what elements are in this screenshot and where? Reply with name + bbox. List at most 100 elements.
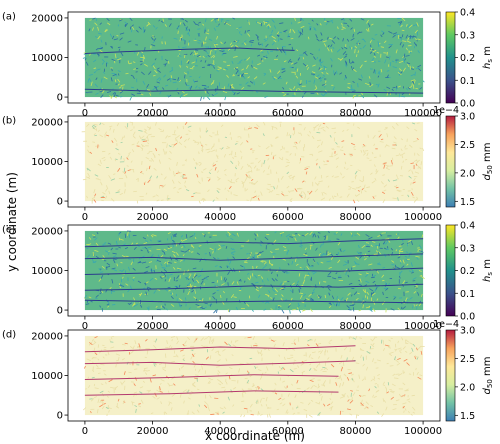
mesh-mark [317,350,321,353]
mesh-mark [142,287,146,290]
mesh-mark [233,66,239,70]
mesh-mark [258,253,262,256]
mesh-mark [371,57,375,62]
mesh-mark [279,402,283,405]
mesh-mark [314,182,319,186]
mesh-mark [164,411,168,415]
mesh-mark [188,130,191,133]
mesh-mark [247,76,250,79]
mesh-mark [263,261,267,265]
mesh-mark [243,76,246,79]
mesh-mark [106,303,110,306]
mesh-mark [205,55,208,58]
mesh-mark [121,358,125,361]
mesh-mark [319,63,323,67]
mesh-mark [398,71,403,75]
mesh-mark [391,60,395,63]
mesh-mark [147,246,152,249]
mesh-mark [127,231,129,236]
mesh-mark [353,28,356,32]
mesh-mark [115,364,117,368]
mesh-mark [313,368,318,372]
mesh-mark [297,337,300,342]
mesh-mark [346,377,350,381]
mesh-mark [171,393,176,397]
mesh-mark [320,368,324,371]
mesh-mark [317,411,321,416]
mesh-mark [335,272,338,275]
mesh-mark [93,347,96,352]
mesh-mark [267,50,269,55]
mesh-mark [285,51,287,56]
mesh-mark [419,147,422,150]
mesh-mark [201,233,206,236]
mesh-mark [173,355,178,358]
mesh-mark [121,276,124,279]
mesh-mark [343,346,348,351]
mesh-mark [255,388,258,393]
mesh-mark [160,199,164,201]
mesh-mark [314,76,319,79]
mesh-mark [335,382,338,386]
mesh-mark [198,151,200,155]
mesh-mark [341,146,344,149]
mesh-mark [152,374,157,377]
mesh-mark [164,279,167,282]
mesh-mark [320,350,323,355]
mesh-mark [263,38,268,41]
mesh-mark [202,23,205,26]
mesh-mark [323,367,328,371]
mesh-mark [362,179,365,183]
mesh-mark [340,172,342,176]
mesh-mark [110,290,113,295]
mesh-mark [142,380,146,383]
mesh-mark [384,59,387,64]
mesh-mark [96,53,100,56]
mesh-mark [279,22,284,24]
mesh-mark [184,145,187,148]
mesh-mark [118,231,122,234]
mesh-mark [188,28,191,32]
mesh-mark [143,270,149,274]
mesh-mark [376,411,380,414]
mesh-mark [191,61,196,64]
mesh-mark [186,276,189,281]
mesh-mark [347,309,352,311]
mesh-mark [327,44,330,48]
mesh-mark [412,66,415,69]
mesh-mark [341,28,344,30]
mesh-mark [358,273,362,276]
mesh-mark [331,295,335,300]
mesh-mark [400,306,403,310]
mesh-mark [320,38,323,42]
mesh-mark [206,91,209,94]
mesh-mark [293,368,297,370]
mesh-mark [312,288,316,292]
mesh-mark [254,274,258,279]
mesh-mark [295,75,299,79]
mesh-mark [135,242,139,245]
mesh-mark [298,35,301,38]
mesh-mark [245,188,249,191]
mesh-mark [209,51,212,55]
mesh-mark [289,368,294,373]
mesh-mark [278,157,283,161]
mesh-mark [409,34,412,40]
mesh-mark [220,265,222,269]
mesh-mark [238,59,243,63]
mesh-mark [293,141,296,146]
mesh-mark [243,407,248,410]
mesh-mark [181,246,184,249]
mesh-mark [270,339,275,342]
mesh-mark [344,63,347,68]
mesh-mark [101,391,105,397]
mesh-mark [309,52,314,56]
mesh-mark [283,386,287,390]
mesh-mark [184,54,186,58]
mesh-mark [234,67,239,71]
mesh-mark [274,392,278,395]
mesh-mark [260,404,263,407]
mesh-mark [391,260,395,263]
mesh-mark [103,159,106,162]
mesh-mark [405,339,410,343]
